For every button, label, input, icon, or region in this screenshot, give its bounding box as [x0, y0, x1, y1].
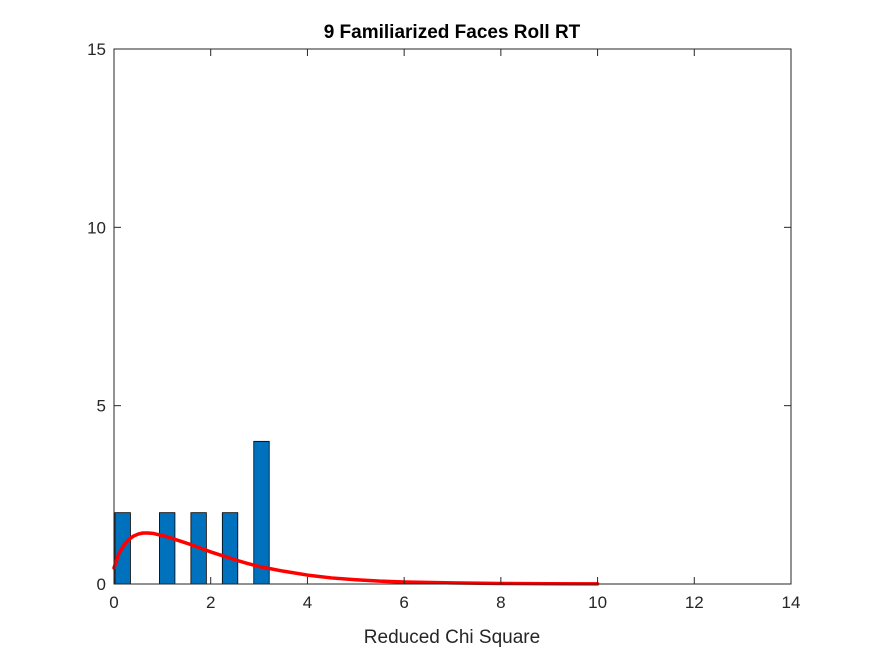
x-tick-label: 0	[109, 593, 118, 612]
x-tick-label: 4	[303, 593, 312, 612]
plot-area	[114, 49, 791, 584]
fit-curve-line	[112, 531, 600, 586]
y-tick-label: 10	[87, 218, 106, 237]
axes-box	[113, 48, 792, 585]
x-tick-label: 10	[588, 593, 607, 612]
histogram-bar	[221, 512, 239, 585]
x-tick-label: 6	[399, 593, 408, 612]
x-tick-label: 8	[496, 593, 505, 612]
x-tick-label: 2	[206, 593, 215, 612]
histogram-bar	[253, 440, 270, 585]
x-tick-label: 14	[782, 593, 801, 612]
chart-title: 9 Familiarized Faces Roll RT	[324, 22, 581, 43]
y-tick-label: 15	[87, 40, 106, 59]
y-tick-label: 5	[97, 397, 106, 416]
histogram-bar	[159, 512, 176, 585]
x-tick-label: 12	[685, 593, 704, 612]
x-axis-label: Reduced Chi Square	[364, 627, 540, 648]
y-tick-label: 0	[97, 575, 106, 594]
